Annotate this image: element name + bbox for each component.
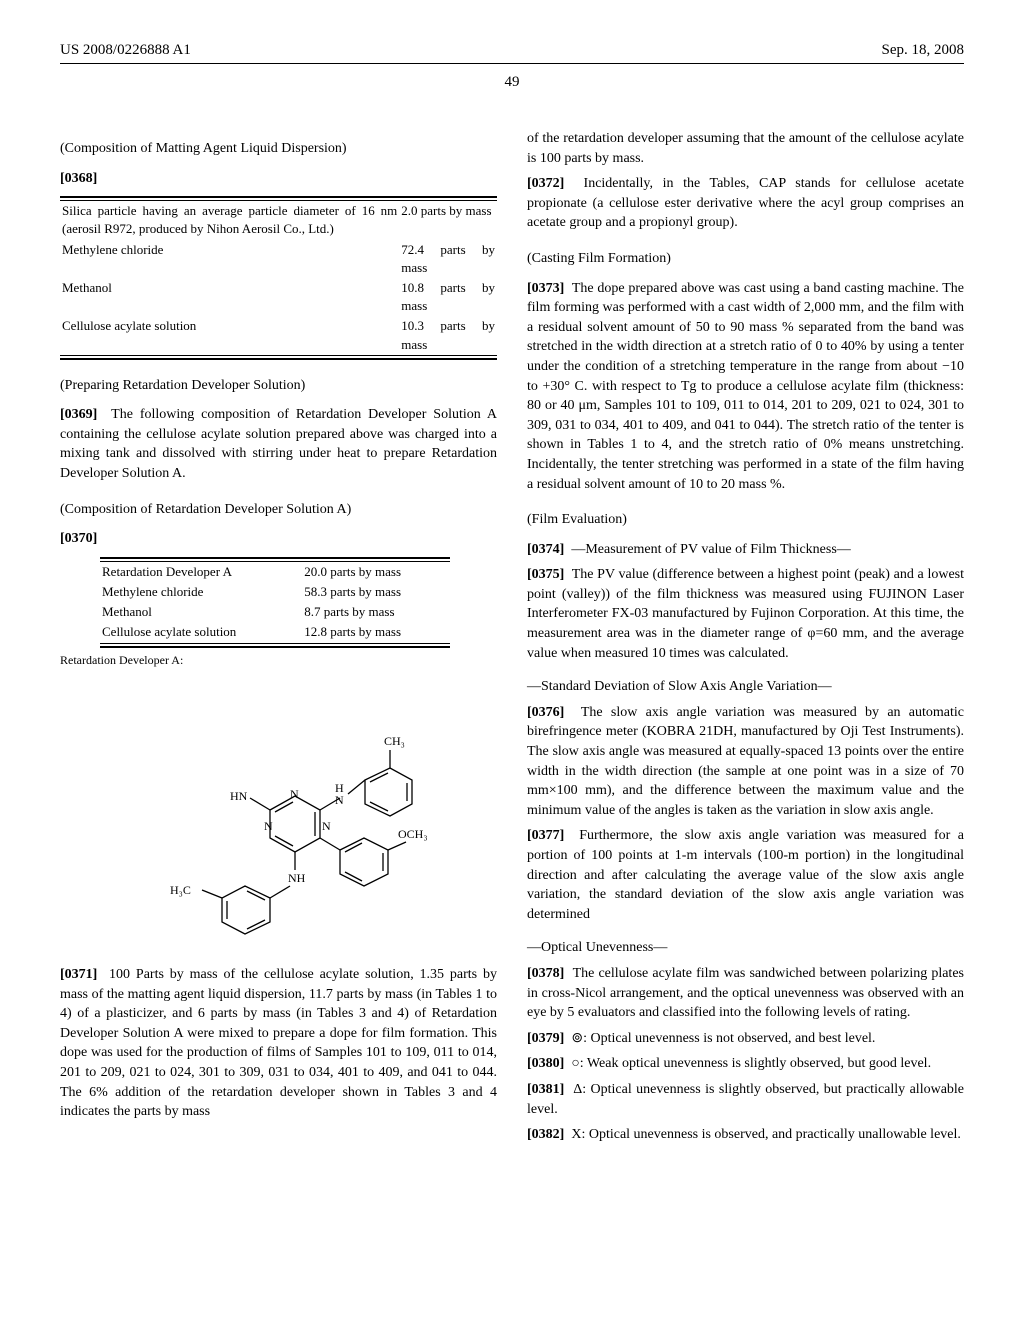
composition-table-1: Silica particle having an average partic… (60, 196, 497, 360)
paragraph-number: [0376] (527, 705, 564, 720)
paragraph-number: [0380] (527, 1056, 564, 1071)
section-title: (Composition of Retardation Developer So… (60, 500, 497, 520)
section-title: (Composition of Matting Agent Liquid Dis… (60, 139, 497, 159)
table-cell: 20.0 parts by mass (302, 561, 449, 582)
chemical-structure: N N N H N CH₃ HN (140, 680, 497, 947)
paragraph-number: [0381] (527, 1082, 564, 1097)
table-cell: 10.3 parts by mass (399, 316, 497, 355)
svg-text:H₃C: H₃C (170, 883, 191, 897)
section-title: (Preparing Retardation Developer Solutio… (60, 376, 497, 396)
table-cell: 72.4 parts by mass (399, 240, 497, 278)
svg-text:CH₃: CH₃ (384, 734, 405, 748)
paragraph-number: [0377] (527, 828, 564, 843)
rating-symbol: X (571, 1127, 581, 1142)
paragraph-number: [0368] (60, 171, 97, 186)
paragraph-text: The PV value (difference between a highe… (527, 567, 964, 660)
svg-text:N: N (322, 819, 331, 833)
paragraph-text: The dope prepared above was cast using a… (527, 281, 964, 492)
svg-text:N: N (264, 819, 273, 833)
table-footnote: Retardation Developer A: (60, 652, 497, 669)
rating-symbol: ⊚ (571, 1031, 583, 1046)
table-cell: 8.7 parts by mass (302, 602, 449, 622)
right-column: of the retardation developer assuming th… (527, 123, 964, 1151)
paragraph-number: [0382] (527, 1127, 564, 1142)
svg-text:HN: HN (230, 789, 248, 803)
paragraph-text: Furthermore, the slow axis angle variati… (527, 828, 964, 921)
paragraph-text: : Weak optical unevenness is slightly ob… (580, 1056, 931, 1071)
table-cell: 58.3 parts by mass (302, 582, 449, 602)
subsection-title: —Standard Deviation of Slow Axis Angle V… (527, 677, 964, 697)
paragraph-number: [0374] (527, 542, 564, 557)
publication-number: US 2008/0226888 A1 (60, 40, 191, 61)
paragraph-number: [0372] (527, 176, 564, 191)
svg-text:N: N (335, 793, 344, 807)
table-cell: Methanol (100, 602, 302, 622)
two-column-layout: (Composition of Matting Agent Liquid Dis… (60, 123, 964, 1151)
subsection-title: —Optical Unevenness— (527, 938, 964, 958)
table-cell: Silica particle having an average partic… (60, 201, 399, 240)
page-number: 49 (60, 72, 964, 93)
page-header: US 2008/0226888 A1 Sep. 18, 2008 (60, 40, 964, 64)
paragraph-number: [0378] (527, 966, 564, 981)
paragraph-text: 100 Parts by mass of the cellulose acyla… (60, 967, 497, 1119)
svg-text:NH: NH (288, 871, 306, 885)
paragraph-text: The cellulose acylate film was sandwiche… (527, 966, 964, 1020)
table-cell: Methanol (60, 278, 399, 316)
paragraph-text: of the retardation developer assuming th… (527, 129, 964, 168)
paragraph-text: The slow axis angle variation was measur… (527, 705, 964, 818)
section-title: (Casting Film Formation) (527, 249, 964, 269)
paragraph-text: Incidentally, in the Tables, CAP stands … (527, 176, 964, 230)
table-cell: Cellulose acylate solution (60, 316, 399, 355)
paragraph-text: : Optical unevenness is slightly observe… (527, 1082, 964, 1117)
paragraph-number: [0379] (527, 1031, 564, 1046)
table-cell: 12.8 parts by mass (302, 622, 449, 643)
section-title: (Film Evaluation) (527, 510, 964, 530)
table-cell: 10.8 parts by mass (399, 278, 497, 316)
table-cell: 2.0 parts by mass (399, 201, 497, 240)
rating-symbol: Δ (573, 1082, 582, 1097)
paragraph-text: The following composition of Retardation… (60, 407, 497, 481)
table-cell: Cellulose acylate solution (100, 622, 302, 643)
rating-symbol: ○ (571, 1056, 579, 1071)
paragraph-text: : Optical unevenness is observed, and pr… (581, 1127, 960, 1142)
paragraph-number: [0370] (60, 531, 97, 546)
paragraph-number: [0369] (60, 407, 97, 422)
composition-table-2: Retardation Developer A 20.0 parts by ma… (100, 557, 450, 648)
paragraph-number: [0375] (527, 567, 564, 582)
table-cell: Methylene chloride (60, 240, 399, 278)
svg-text:OCH₃: OCH₃ (398, 827, 428, 841)
paragraph-number: [0371] (60, 967, 97, 982)
left-column: (Composition of Matting Agent Liquid Dis… (60, 123, 497, 1151)
paragraph-number: [0373] (527, 281, 564, 296)
paragraph-text: : Optical unevenness is not observed, an… (583, 1031, 875, 1046)
table-cell: Retardation Developer A (100, 561, 302, 582)
svg-text:N: N (290, 787, 299, 801)
table-cell: Methylene chloride (100, 582, 302, 602)
paragraph-text: —Measurement of PV value of Film Thickne… (571, 542, 850, 557)
publication-date: Sep. 18, 2008 (882, 40, 965, 61)
